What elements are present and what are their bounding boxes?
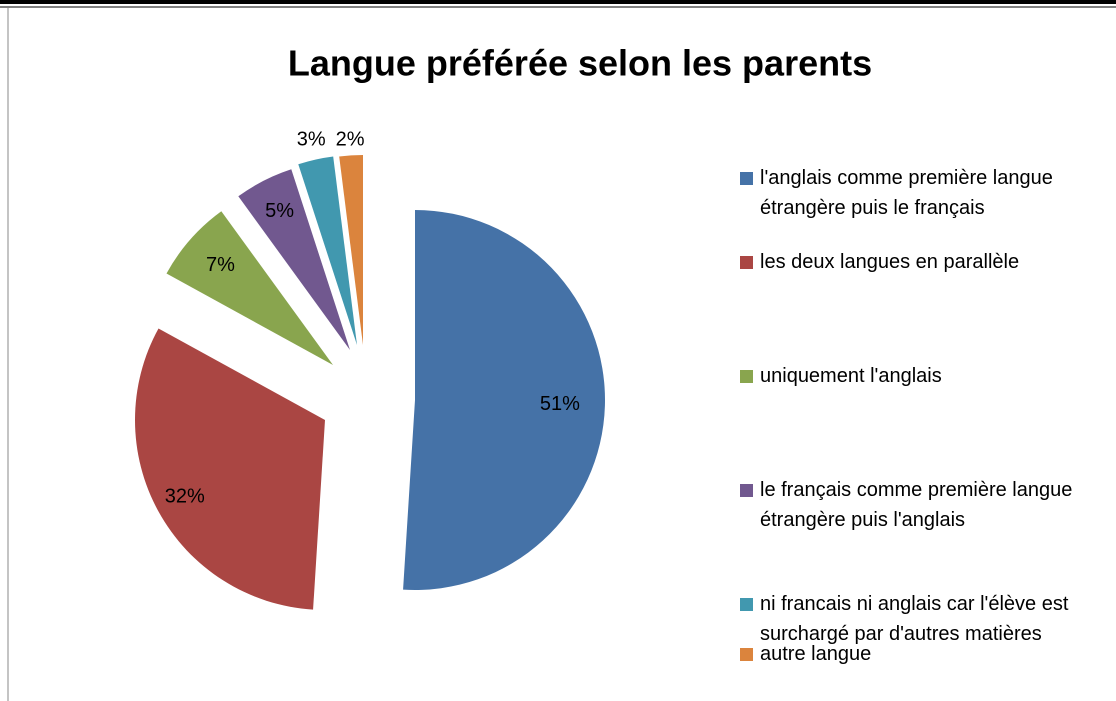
data-label: 7% [206, 254, 235, 276]
legend-label: l'anglais comme première langue étrangèr… [760, 167, 1053, 219]
data-label: 3% [297, 128, 326, 150]
legend-swatch [740, 370, 753, 383]
data-label: 5% [265, 200, 294, 222]
pie-slice [238, 169, 350, 350]
legend-label: autre langue [760, 643, 872, 665]
legend-swatch [740, 648, 753, 661]
data-label: 51% [540, 393, 580, 415]
legend-label: les deux langues en parallèle [760, 251, 1020, 273]
legend-label: ni francais ni anglais car l'élève est s… [760, 593, 1069, 645]
legend-swatch [740, 256, 753, 269]
pie-slice [403, 210, 606, 591]
pie-slice [339, 155, 363, 345]
legend-label: uniquement l'anglais [760, 365, 942, 387]
pie-slice [298, 156, 357, 345]
data-label: 2% [336, 129, 365, 151]
data-label: 32% [165, 485, 205, 507]
pie-slice [134, 328, 325, 610]
legend-swatch [740, 172, 753, 185]
legend-swatch [740, 598, 753, 611]
legend-label: le français comme première langue étrang… [760, 479, 1073, 531]
chart-title: Langue préférée selon les parents [288, 43, 872, 84]
pie-slice [166, 211, 333, 365]
legend-swatch [740, 484, 753, 497]
frame-top [0, 0, 1116, 4]
